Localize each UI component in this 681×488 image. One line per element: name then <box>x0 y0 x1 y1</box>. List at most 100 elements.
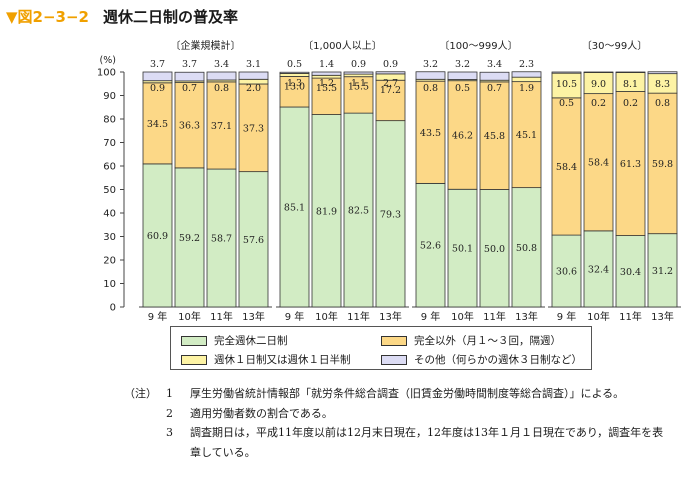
bar-segment <box>415 182 446 308</box>
data-label: 8.3 <box>655 79 670 90</box>
data-label: 58.4 <box>556 162 577 173</box>
bar-segment <box>511 81 542 189</box>
bar-segment <box>142 163 173 308</box>
data-label: 57.6 <box>243 235 264 246</box>
note-text: 調査期日は，平成11年度以前は12月末日現在，12年度は13年１月１日現在であり… <box>190 426 664 459</box>
bar-segment <box>238 171 269 308</box>
bar-segment <box>415 71 446 80</box>
bar-segment <box>142 71 173 82</box>
bar-segment <box>551 72 582 99</box>
figure-header: ▼図2−3−2 週休二日制の普及率 <box>6 4 238 28</box>
data-label: 1.3 <box>287 78 302 89</box>
data-label: 0.2 <box>591 98 606 109</box>
figure-title: 週休二日制の普及率 <box>102 7 238 26</box>
data-label: 2.0 <box>246 83 261 94</box>
data-label: 60.9 <box>147 231 168 242</box>
data-label: 0.9 <box>150 83 165 94</box>
data-label: 50.0 <box>484 244 505 255</box>
y-tick-label: 10 <box>103 279 116 290</box>
note-item: 3 調査期日は，平成11年度以前は12月末日現在，12年度は13年１月１日現在で… <box>124 423 672 462</box>
notes: （注） 1 厚生労働省統計情報部「就労条件総合調査（旧賃金労働時間制度等総合調査… <box>124 384 672 462</box>
data-label: 81.9 <box>316 206 337 217</box>
y-tick-label: 70 <box>103 138 116 149</box>
bar-segment <box>343 76 374 114</box>
legend-item-one-day: 週休１日制又は週休１日半制 <box>181 352 351 367</box>
data-label: 1.2 <box>319 78 334 89</box>
bar-segment <box>311 114 342 308</box>
y-tick-label: 40 <box>103 209 116 220</box>
bar-segment <box>511 71 542 78</box>
data-label: 3.2 <box>455 59 470 70</box>
bar-segment <box>583 230 614 308</box>
legend-item-partial: 完全以外（月１〜３回，隔週） <box>381 333 561 348</box>
x-tick-label: 13年 <box>651 310 674 323</box>
data-label: 59.2 <box>179 233 200 244</box>
note-item: 2 適用労働者数の割合である。 <box>124 404 672 424</box>
data-label: 0.5 <box>287 59 302 70</box>
data-label: 36.3 <box>179 121 200 132</box>
bar-segment <box>583 93 614 232</box>
note-number: 2 <box>166 406 173 420</box>
data-label: 79.3 <box>380 209 401 220</box>
bar-segment <box>279 106 310 308</box>
legend-swatch <box>381 335 407 346</box>
x-tick-label: 11年 <box>347 310 370 323</box>
data-label: 0.7 <box>487 83 502 94</box>
group-label: 〔30〜99人〕 <box>582 40 647 52</box>
data-label: 58.7 <box>211 234 232 245</box>
x-tick-label: 10年 <box>178 310 201 323</box>
bar-segment <box>206 71 237 81</box>
data-label: 31.2 <box>652 266 673 277</box>
x-tick-label: 13年 <box>379 310 402 323</box>
data-label: 34.5 <box>147 119 168 130</box>
bar-segment <box>615 91 646 236</box>
x-tick-label: 9 年 <box>148 310 168 323</box>
data-label: 0.2 <box>623 98 638 109</box>
legend-item-full-two-day: 完全週休二日制 <box>181 333 288 348</box>
data-label: 3.4 <box>214 59 229 70</box>
bar-segment <box>551 234 582 308</box>
y-tick-label: 0 <box>110 303 116 314</box>
note-text: 厚生労働省統計情報部「就労条件総合調査（旧賃金労働時間制度等総合調査）」による。 <box>190 387 625 400</box>
data-label: 3.1 <box>246 59 261 70</box>
data-label: 15.5 <box>316 83 337 94</box>
bar-segment <box>238 83 269 173</box>
data-label: 0.8 <box>423 83 438 94</box>
bar-segment <box>447 188 478 308</box>
data-label: 13.0 <box>284 81 305 92</box>
y-tick-label: 30 <box>103 232 116 243</box>
bar-segment <box>174 71 205 82</box>
y-tick-label: 60 <box>103 162 116 173</box>
legend-label: その他（何らかの週休３日制など） <box>414 354 582 366</box>
bar-segment <box>551 71 582 74</box>
bar-segment <box>647 233 678 308</box>
data-label: 3.7 <box>150 59 165 70</box>
data-label: 46.2 <box>452 130 473 141</box>
y-tick-label: 100 <box>97 68 116 79</box>
data-label: 2.3 <box>519 59 534 70</box>
data-label: 0.8 <box>655 98 670 109</box>
data-label: 37.1 <box>211 121 232 132</box>
bar-segment <box>647 71 678 75</box>
y-tick-label: 20 <box>103 256 116 267</box>
data-label: 45.8 <box>484 131 505 142</box>
data-label: 0.7 <box>182 83 197 94</box>
data-label: 0.5 <box>455 83 470 94</box>
note-text: 適用労働者数の割合である。 <box>190 406 333 420</box>
bar-segment <box>279 71 310 74</box>
legend-swatch <box>181 335 207 346</box>
bar-segment <box>311 71 342 76</box>
bar-segment <box>479 71 510 81</box>
legend-label: 完全以外（月１〜３回，隔週） <box>414 335 561 347</box>
data-label: 3.2 <box>423 59 438 70</box>
data-label: 52.6 <box>420 241 441 252</box>
data-label: 9.0 <box>591 79 606 90</box>
bar-segment <box>479 81 510 190</box>
legend-label: 完全週休二日制 <box>214 335 288 347</box>
x-tick-label: 9 年 <box>285 310 305 323</box>
bar-segment <box>511 187 542 308</box>
legend-swatch <box>181 354 207 365</box>
x-tick-label: 11年 <box>210 310 233 323</box>
data-label: 15.5 <box>348 82 369 93</box>
data-label: 10.5 <box>556 79 577 90</box>
